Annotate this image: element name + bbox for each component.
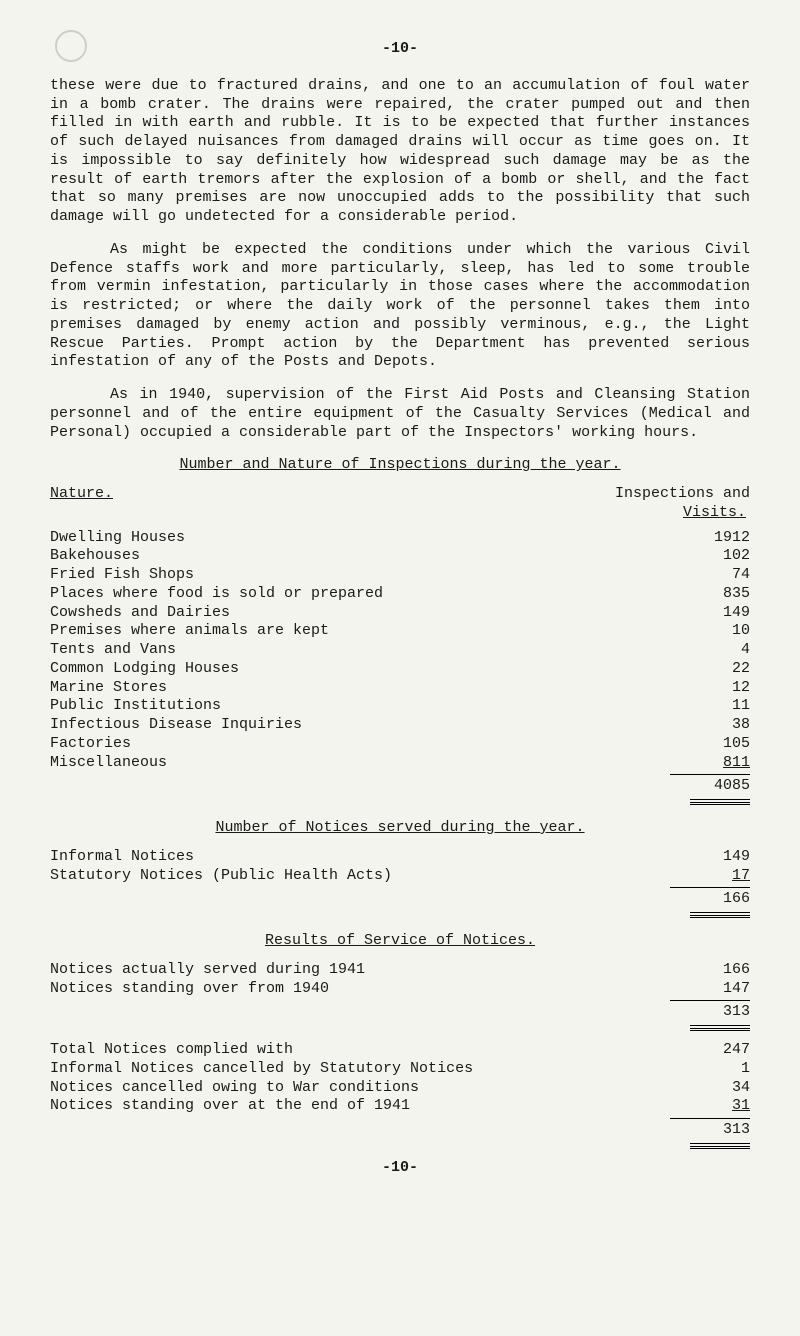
row-value: 1 xyxy=(670,1060,750,1079)
row-value: 149 xyxy=(670,604,750,623)
row-label: Notices standing over from 1940 xyxy=(50,980,670,999)
paragraph-2: As might be expected the conditions unde… xyxy=(50,241,750,372)
row-value: 147 xyxy=(670,980,750,999)
row-value: 4 xyxy=(670,641,750,660)
table-row: Public Institutions11 xyxy=(50,697,750,716)
table-row: Premises where animals are kept10 xyxy=(50,622,750,641)
table3-rule1 xyxy=(690,1025,750,1031)
paragraph-1: these were due to fractured drains, and … xyxy=(50,77,750,227)
table1-body: Dwelling Houses1912Bakehouses102Fried Fi… xyxy=(50,529,750,773)
table1-col-head1: Inspections and xyxy=(615,485,750,504)
table-row: Notices standing over from 1940147 xyxy=(50,980,750,999)
row-label: Bakehouses xyxy=(50,547,670,566)
table3-rule2 xyxy=(690,1143,750,1149)
table-row: Bakehouses102 xyxy=(50,547,750,566)
row-value: 105 xyxy=(670,735,750,754)
row-label: Factories xyxy=(50,735,670,754)
table2-rule xyxy=(690,912,750,918)
row-label: Common Lodging Houses xyxy=(50,660,670,679)
table-row: Marine Stores12 xyxy=(50,679,750,698)
table3-title: Results of Service of Notices. xyxy=(50,932,750,951)
row-value: 10 xyxy=(670,622,750,641)
table-row: Notices actually served during 1941166 xyxy=(50,961,750,980)
table1-col-head2: Visits. xyxy=(679,504,750,523)
table-row: Notices standing over at the end of 1941… xyxy=(50,1097,750,1116)
row-value: 149 xyxy=(670,848,750,867)
table-row: Dwelling Houses1912 xyxy=(50,529,750,548)
table-row: Informal Notices cancelled by Statutory … xyxy=(50,1060,750,1079)
row-value: 1912 xyxy=(670,529,750,548)
table2-title: Number of Notices served during the year… xyxy=(50,819,750,838)
table-row: Total Notices complied with247 xyxy=(50,1041,750,1060)
table3-group1: Notices actually served during 1941166No… xyxy=(50,961,750,999)
row-label: Notices cancelled owing to War condition… xyxy=(50,1079,670,1098)
row-value: 17 xyxy=(670,867,750,886)
table-row: Informal Notices149 xyxy=(50,848,750,867)
paragraph-3: As in 1940, supervision of the First Aid… xyxy=(50,386,750,442)
row-label: Informal Notices cancelled by Statutory … xyxy=(50,1060,670,1079)
table3-total1: 313 xyxy=(670,1000,750,1022)
row-label: Public Institutions xyxy=(50,697,670,716)
table-row: Tents and Vans4 xyxy=(50,641,750,660)
row-value: 247 xyxy=(670,1041,750,1060)
row-label: Total Notices complied with xyxy=(50,1041,670,1060)
table-row: Infectious Disease Inquiries38 xyxy=(50,716,750,735)
row-value: 34 xyxy=(670,1079,750,1098)
table2-total: 166 xyxy=(670,887,750,909)
row-value: 38 xyxy=(670,716,750,735)
table-row: Miscellaneous811 xyxy=(50,754,750,773)
row-label: Marine Stores xyxy=(50,679,670,698)
row-value: 74 xyxy=(670,566,750,585)
row-label: Notices standing over at the end of 1941 xyxy=(50,1097,670,1116)
row-label: Cowsheds and Dairies xyxy=(50,604,670,623)
table-row: Fried Fish Shops74 xyxy=(50,566,750,585)
row-label: Infectious Disease Inquiries xyxy=(50,716,670,735)
row-value: 166 xyxy=(670,961,750,980)
row-label: Statutory Notices (Public Health Acts) xyxy=(50,867,670,886)
table-row: Places where food is sold or prepared835 xyxy=(50,585,750,604)
table-row: Statutory Notices (Public Health Acts)17 xyxy=(50,867,750,886)
table1-nature-label: Nature. xyxy=(50,485,113,504)
row-value: 11 xyxy=(670,697,750,716)
page-number-top: -10- xyxy=(50,40,750,59)
table2-body: Informal Notices149Statutory Notices (Pu… xyxy=(50,848,750,886)
row-value: 12 xyxy=(670,679,750,698)
table-row: Factories105 xyxy=(50,735,750,754)
row-label: Informal Notices xyxy=(50,848,670,867)
table-row: Cowsheds and Dairies149 xyxy=(50,604,750,623)
table3-group2: Total Notices complied with247Informal N… xyxy=(50,1041,750,1116)
row-value: 811 xyxy=(670,754,750,773)
table1-rule xyxy=(690,799,750,805)
row-label: Tents and Vans xyxy=(50,641,670,660)
row-label: Places where food is sold or prepared xyxy=(50,585,670,604)
table-row: Notices cancelled owing to War condition… xyxy=(50,1079,750,1098)
row-value: 31 xyxy=(670,1097,750,1116)
table-row: Common Lodging Houses22 xyxy=(50,660,750,679)
row-label: Dwelling Houses xyxy=(50,529,670,548)
row-value: 22 xyxy=(670,660,750,679)
row-value: 102 xyxy=(670,547,750,566)
page-logo xyxy=(55,30,87,62)
row-label: Notices actually served during 1941 xyxy=(50,961,670,980)
row-label: Fried Fish Shops xyxy=(50,566,670,585)
page-number-bottom: -10- xyxy=(50,1159,750,1178)
row-label: Miscellaneous xyxy=(50,754,670,773)
table3-total2: 313 xyxy=(670,1118,750,1140)
row-value: 835 xyxy=(670,585,750,604)
table1-total: 4085 xyxy=(670,774,750,796)
table1-title: Number and Nature of Inspections during … xyxy=(50,456,750,475)
row-label: Premises where animals are kept xyxy=(50,622,670,641)
